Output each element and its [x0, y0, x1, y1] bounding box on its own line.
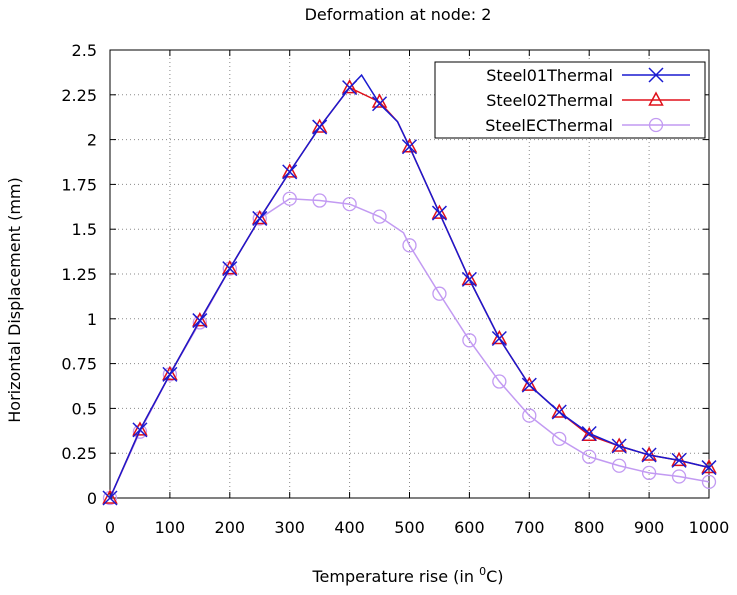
marker-circle [312, 193, 327, 208]
marker-x [648, 67, 664, 83]
marker-triangle [648, 91, 664, 106]
marker-circle [132, 424, 148, 439]
marker-x [461, 271, 477, 287]
series-line [109, 73, 710, 499]
series-layer [102, 73, 717, 506]
marker-triangle [192, 312, 208, 327]
marker-triangle [251, 209, 268, 225]
x-tick-label: 400 [334, 518, 365, 537]
legend-label: Steel02Thermal [486, 91, 613, 110]
marker-triangle [162, 365, 178, 381]
marker-x [282, 164, 298, 180]
y-tick-label: 1.5 [72, 220, 97, 239]
y-tick-label: 0.5 [72, 399, 97, 418]
marker-x [701, 460, 717, 476]
series-Steel02Thermal [102, 79, 717, 504]
marker-circle [701, 474, 717, 490]
marker-circle [282, 191, 297, 206]
marker-circle [612, 458, 627, 473]
marker-x [252, 210, 268, 226]
x-axis-label-unit: C) [486, 567, 503, 586]
marker-circle [641, 465, 657, 481]
y-tick-label: 1 [87, 310, 97, 329]
x-tick-label: 200 [215, 518, 246, 537]
y-tick-label: 1.25 [61, 265, 97, 284]
y-tick-label: 2 [87, 131, 97, 150]
x-tick-label: 600 [454, 518, 485, 537]
x-tick-label: 0 [105, 518, 115, 537]
x-tick-label: 300 [274, 518, 305, 537]
marker-triangle [311, 118, 328, 133]
marker-triangle [401, 138, 418, 153]
y-tick-label: 2.25 [61, 86, 97, 105]
x-tick-label: 500 [394, 518, 425, 537]
legend-label: Steel01Thermal [486, 66, 613, 85]
marker-x [611, 438, 627, 454]
marker-x [581, 425, 597, 442]
marker-triangle [132, 421, 148, 436]
x-axis-label: Temperature rise (in 0C) [311, 565, 503, 586]
series-Steel01Thermal [102, 73, 717, 506]
marker-x [102, 490, 118, 506]
series-line [109, 86, 710, 499]
marker-circle [192, 315, 208, 330]
marker-x [551, 404, 567, 420]
marker-triangle [431, 204, 448, 219]
x-axis-label-superscript: 0 [479, 565, 486, 578]
marker-circle [522, 408, 537, 423]
marker-circle [648, 117, 664, 133]
marker-triangle [491, 329, 508, 345]
x-tick-label: 1000 [689, 518, 730, 537]
legend: Steel01Thermal Steel02Thermal SteelECTherm… [434, 61, 706, 139]
marker-x [431, 205, 447, 221]
marker-circle [432, 286, 447, 301]
marker-x [192, 313, 208, 329]
series-SteelECThermal [102, 191, 717, 506]
marker-triangle [341, 79, 358, 94]
marker-x [671, 452, 687, 468]
y-tick-label: 1.75 [61, 175, 97, 194]
marker-triangle [102, 489, 118, 504]
x-axis-label-text: Temperature rise (in [311, 567, 474, 586]
marker-triangle [222, 260, 238, 275]
marker-x [491, 330, 507, 347]
y-tick-label: 0.25 [61, 444, 97, 463]
marker-x [372, 96, 388, 112]
marker-x [521, 377, 537, 393]
marker-circle [671, 469, 687, 484]
x-tick-label: 700 [514, 518, 545, 537]
x-tick-label: 100 [155, 518, 186, 537]
marker-circle [582, 449, 597, 464]
marker-x [162, 366, 178, 382]
marker-triangle [521, 376, 538, 391]
axes: 0 100 200 300 400 500 600 700 800 900 1000 0 0.25 0.5… [61, 41, 729, 537]
y-tick-label: 2.5 [72, 41, 97, 60]
marker-circle [402, 238, 417, 253]
y-tick-label: 0 [87, 489, 97, 508]
y-tick-label: 0.75 [61, 355, 97, 374]
series-line [109, 197, 710, 499]
legend-label: SteelECThermal [485, 116, 613, 135]
marker-x [641, 447, 657, 463]
marker-x [222, 261, 238, 277]
marker-triangle [461, 270, 478, 286]
marker-triangle [551, 403, 568, 418]
marker-x [132, 422, 148, 438]
marker-circle [492, 374, 507, 389]
x-tick-label: 800 [574, 518, 605, 537]
x-tick-label: 900 [634, 518, 665, 537]
chart-title: Deformation at node: 2 [305, 5, 492, 24]
marker-circle [462, 333, 477, 348]
marker-circle [552, 431, 567, 447]
marker-x [342, 80, 358, 96]
y-axis-label: Horizontal Displacement (mm) [5, 177, 24, 423]
marker-x [312, 119, 328, 135]
marker-x [401, 139, 418, 155]
marker-circle [342, 196, 357, 212]
marker-circle [372, 209, 387, 224]
marker-triangle [281, 163, 298, 178]
